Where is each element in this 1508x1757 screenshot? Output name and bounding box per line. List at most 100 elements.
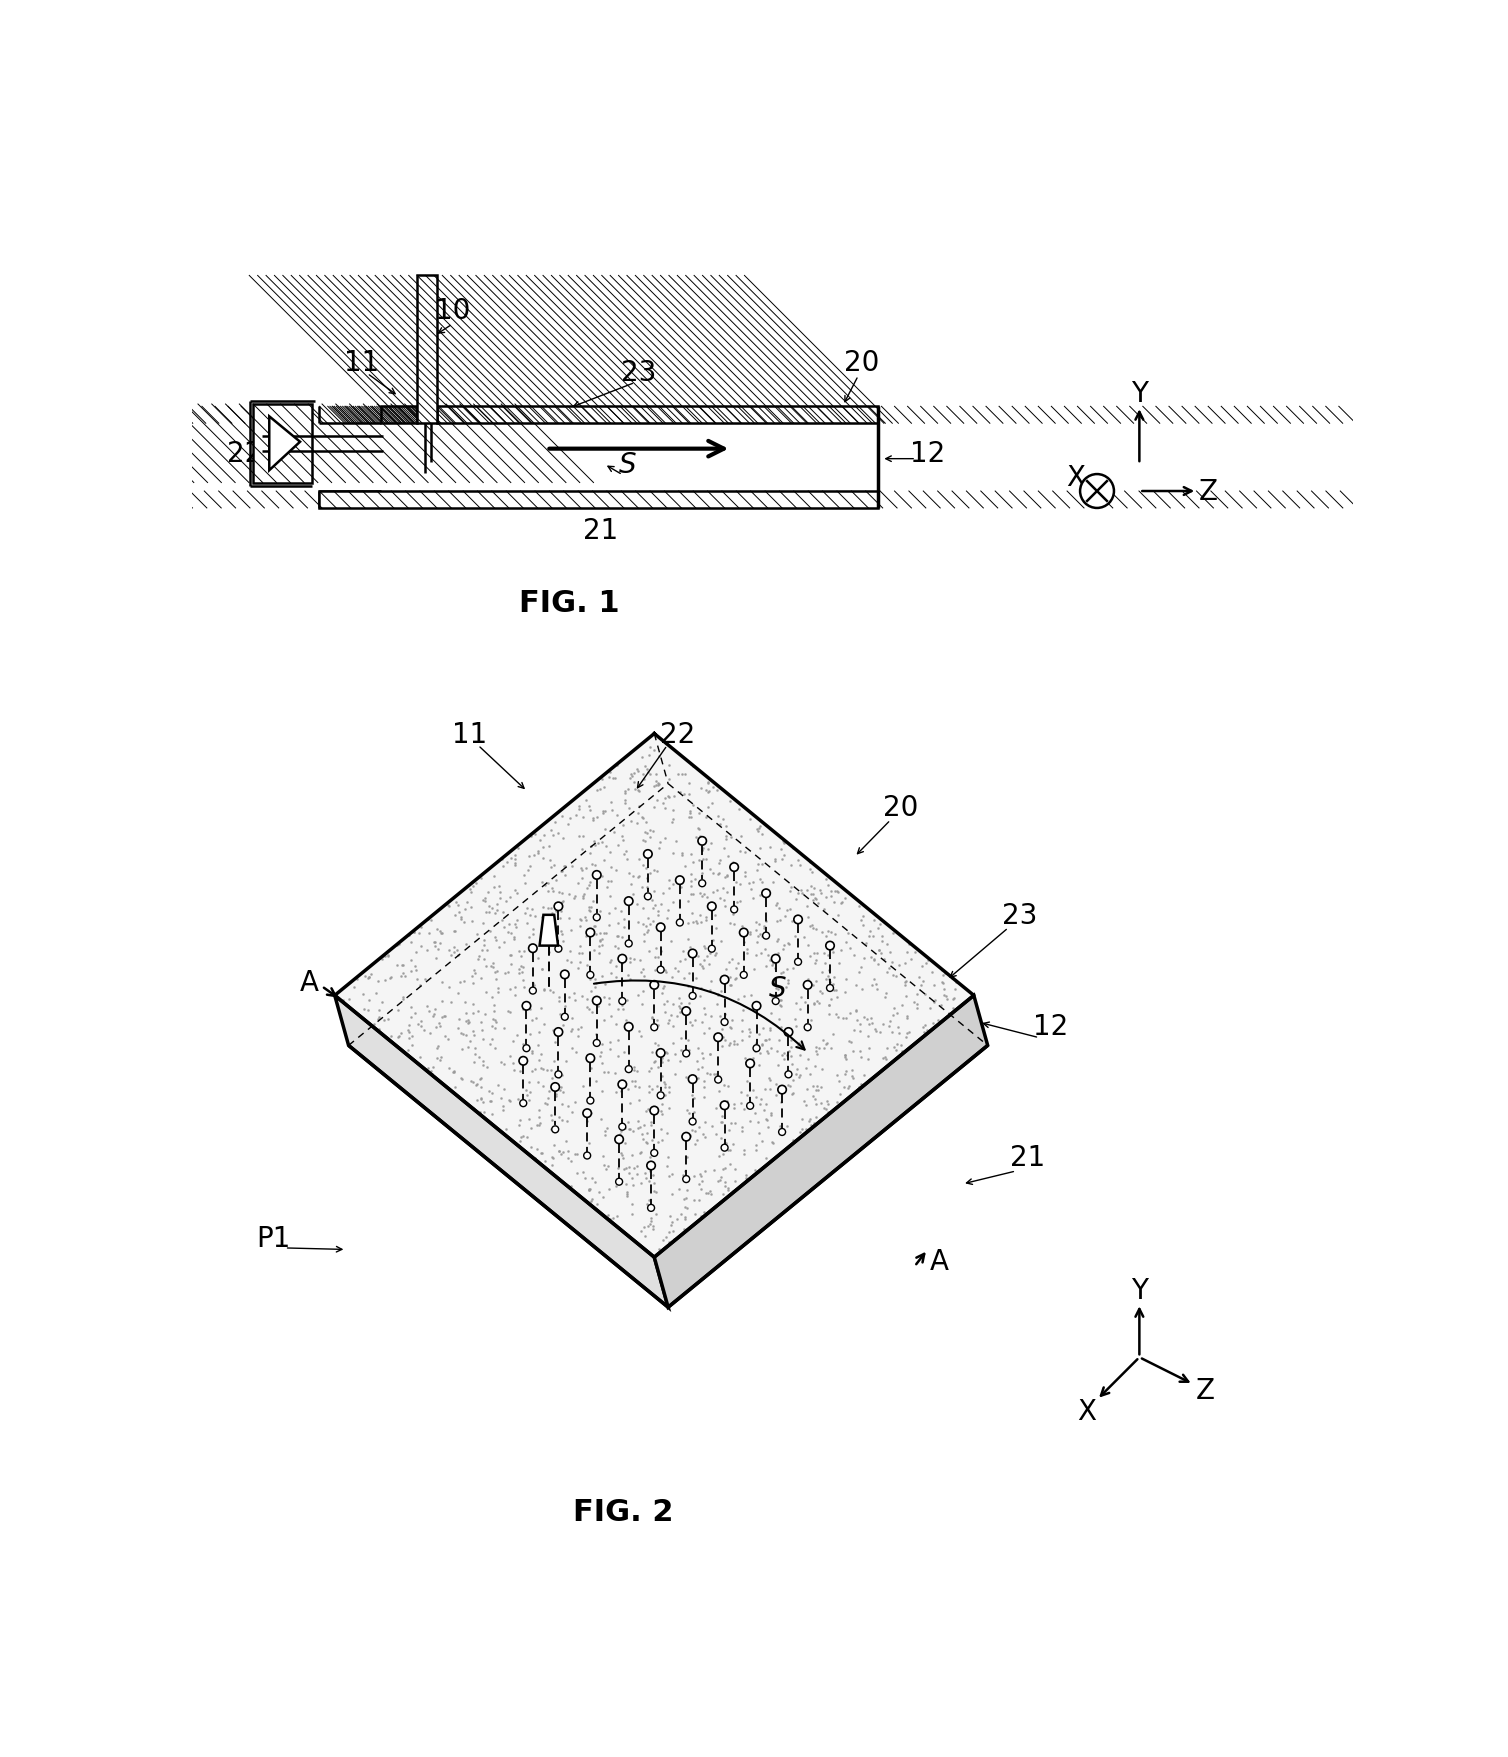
Circle shape [739,929,748,936]
Bar [320,492,878,510]
Circle shape [650,1107,659,1116]
Circle shape [615,1179,623,1186]
Circle shape [529,945,537,952]
Bar [418,276,437,423]
Text: 12: 12 [1033,1012,1069,1040]
Circle shape [587,1098,594,1105]
Circle shape [593,1040,600,1047]
Circle shape [731,907,737,914]
Circle shape [647,1161,656,1170]
Circle shape [624,898,633,907]
Bar [437,408,878,423]
Circle shape [618,1081,626,1089]
Text: S: S [769,973,786,1001]
Circle shape [644,893,651,900]
Circle shape [682,1133,691,1142]
Circle shape [520,1100,526,1107]
Text: Y: Y [1131,380,1148,408]
Circle shape [624,1023,633,1031]
Circle shape [752,1045,760,1052]
Circle shape [730,863,739,871]
Circle shape [778,1086,786,1095]
Text: 21: 21 [1010,1144,1045,1172]
Circle shape [826,942,834,951]
Polygon shape [654,996,988,1307]
Circle shape [519,1058,528,1065]
Circle shape [721,1102,728,1110]
Circle shape [523,1045,529,1052]
Circle shape [1080,474,1114,510]
Circle shape [804,980,811,989]
Circle shape [715,1077,722,1084]
Text: Y: Y [1131,1277,1148,1304]
Circle shape [721,1019,728,1026]
Circle shape [804,1024,811,1031]
Text: A: A [929,1247,949,1276]
Circle shape [550,1082,559,1091]
Bar [382,408,418,423]
Circle shape [587,1054,594,1063]
Circle shape [618,998,626,1005]
Circle shape [689,1119,697,1124]
Circle shape [698,836,706,845]
Circle shape [826,986,834,993]
Circle shape [721,975,728,984]
Bar [253,404,312,483]
Circle shape [656,1049,665,1058]
Circle shape [689,993,697,1000]
Text: S: S [618,452,636,480]
Circle shape [626,1066,632,1074]
Circle shape [762,889,771,898]
Circle shape [786,1072,792,1079]
Circle shape [772,956,780,963]
Circle shape [676,877,685,886]
Text: Z: Z [1199,478,1218,506]
Text: A: A [300,968,318,996]
Text: 10: 10 [434,297,470,325]
Circle shape [707,903,716,912]
Circle shape [778,1128,786,1135]
Text: 22: 22 [228,439,262,467]
Text: X: X [1078,1397,1096,1425]
Circle shape [793,915,802,924]
Circle shape [626,940,632,947]
Circle shape [584,1109,591,1117]
Circle shape [688,1075,697,1084]
Polygon shape [335,734,974,1258]
Bar [418,276,437,423]
Circle shape [644,850,651,859]
Text: FIG. 2: FIG. 2 [573,1497,674,1525]
Circle shape [553,1028,562,1037]
Circle shape [561,970,569,979]
Circle shape [651,1149,657,1156]
Circle shape [713,1033,722,1042]
Bar [320,492,878,510]
Circle shape [677,919,683,926]
Circle shape [772,998,780,1005]
Circle shape [555,945,562,952]
Circle shape [657,966,664,973]
Circle shape [587,972,594,979]
Circle shape [561,1014,569,1021]
Circle shape [593,996,602,1005]
Text: 23: 23 [1003,901,1038,929]
Text: 21: 21 [582,517,618,545]
Circle shape [683,1175,689,1182]
Circle shape [795,959,802,966]
Circle shape [587,929,594,936]
Circle shape [657,1093,664,1100]
Circle shape [618,956,626,963]
Text: Z: Z [1196,1376,1214,1404]
Circle shape [522,1001,531,1010]
Bar [437,408,878,423]
Text: 20: 20 [844,350,879,378]
Circle shape [555,1072,562,1079]
Bar [382,408,418,423]
Circle shape [688,951,697,958]
Circle shape [553,903,562,912]
Circle shape [698,880,706,887]
Circle shape [529,987,537,994]
Circle shape [682,1007,691,1016]
Circle shape [650,980,659,989]
Text: P1: P1 [256,1225,291,1253]
